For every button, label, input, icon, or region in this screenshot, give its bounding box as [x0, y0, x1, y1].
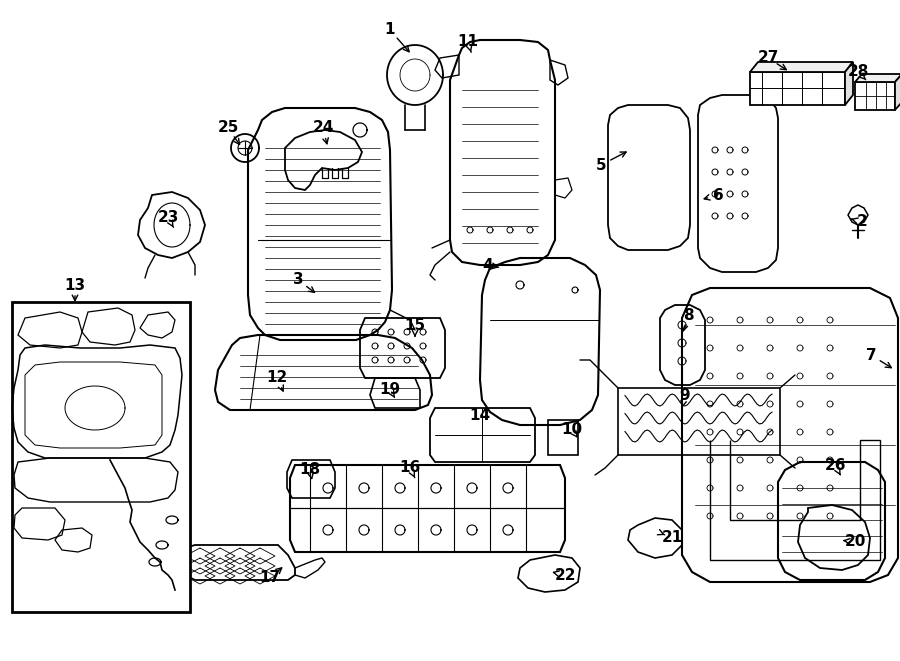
Text: 3: 3 — [292, 272, 303, 288]
Text: 8: 8 — [683, 307, 693, 323]
Text: 4: 4 — [482, 258, 493, 272]
Text: 12: 12 — [266, 371, 288, 385]
Text: 25: 25 — [217, 120, 239, 136]
Text: 27: 27 — [757, 50, 778, 65]
Text: 9: 9 — [680, 387, 690, 403]
Polygon shape — [895, 74, 900, 110]
Text: 1: 1 — [385, 22, 395, 38]
Text: 23: 23 — [158, 210, 179, 225]
Text: 28: 28 — [847, 65, 868, 79]
Text: 19: 19 — [380, 383, 400, 397]
Text: 7: 7 — [866, 348, 877, 362]
Text: 17: 17 — [259, 570, 281, 586]
Text: 24: 24 — [312, 120, 334, 136]
Text: 2: 2 — [857, 215, 868, 229]
Polygon shape — [750, 62, 853, 72]
Text: 16: 16 — [400, 461, 420, 475]
Polygon shape — [855, 82, 895, 110]
Text: 11: 11 — [457, 34, 479, 50]
Text: 13: 13 — [65, 278, 86, 293]
Text: 26: 26 — [824, 457, 846, 473]
Text: 14: 14 — [470, 407, 490, 422]
Text: 22: 22 — [554, 568, 576, 582]
Bar — [12, 302, 190, 612]
Text: 10: 10 — [562, 422, 582, 438]
Text: 20: 20 — [844, 535, 866, 549]
Text: 15: 15 — [404, 317, 426, 332]
Text: 18: 18 — [300, 463, 320, 477]
Polygon shape — [855, 74, 900, 82]
Text: 5: 5 — [596, 157, 607, 173]
Polygon shape — [845, 62, 853, 105]
Polygon shape — [750, 72, 845, 105]
Text: 21: 21 — [662, 531, 682, 545]
Text: 6: 6 — [713, 188, 724, 202]
